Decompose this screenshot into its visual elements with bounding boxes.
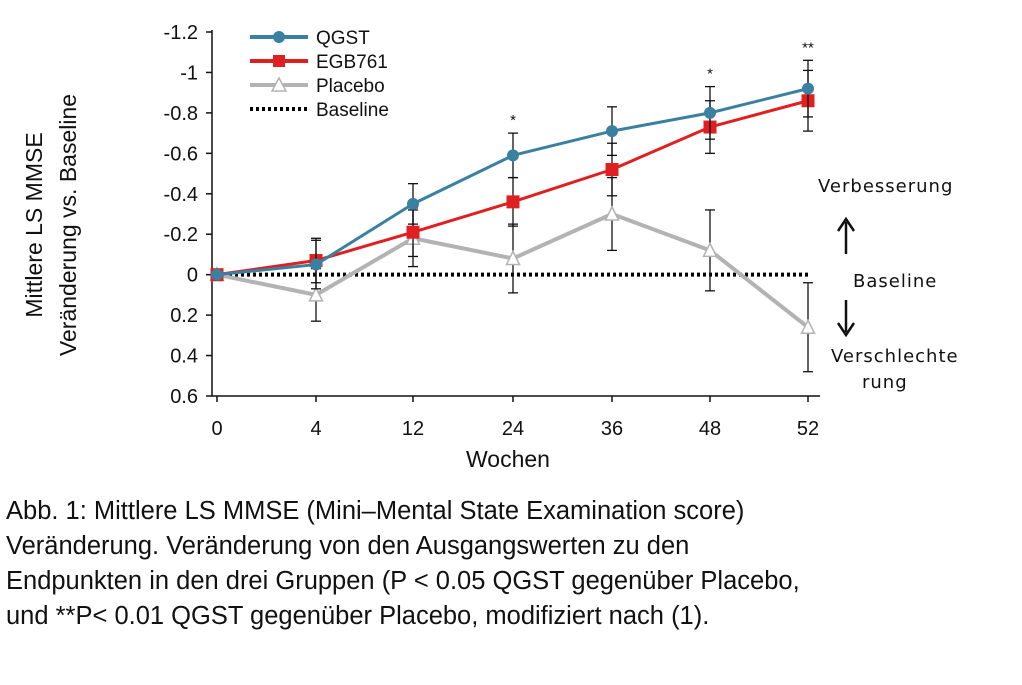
y-tick-label: 0.4	[170, 346, 198, 368]
x-tick-label: 24	[502, 418, 524, 440]
figure-caption: Abb. 1: Mittlere LS MMSE (Mini–Mental St…	[6, 494, 1016, 634]
down-arrow-icon	[836, 300, 856, 338]
data-point	[211, 268, 223, 281]
x-tick-label: 4	[310, 418, 321, 440]
significance-label: **	[802, 39, 814, 56]
legend-qgst-label: QGST	[316, 28, 370, 49]
data-point	[606, 125, 618, 138]
legend-egb761-label: EGB761	[316, 52, 388, 73]
data-point	[507, 149, 519, 162]
x-tick-labels: 0 4 12 24 36 48 52	[211, 396, 819, 440]
baseline-label: Baseline	[853, 271, 937, 292]
caption-line-3: Endpunkten in den drei Gruppen (P < 0.05…	[6, 567, 800, 595]
improvement-label: Verbesserung	[818, 176, 953, 197]
y-tick-label: -1	[180, 62, 198, 84]
mmse-line-chart: Mittlere LS MMSE Veränderung vs. Baselin…	[21, 22, 959, 472]
data-point	[407, 197, 419, 210]
y-tick-label: 0.2	[170, 305, 198, 327]
significance-label: *	[707, 66, 713, 83]
data-point	[604, 205, 620, 221]
y-tick-labels: -1.2 -1 -0.8 -0.6 -0.4 -0.2 0 0.2 0.4 0.6	[164, 22, 212, 408]
caption-line-4: und **P< 0.01 QGST gegenüber Placebo, mo…	[6, 602, 710, 630]
data-point	[800, 318, 816, 334]
series-layer	[209, 59, 816, 373]
legend-baseline-label: Baseline	[316, 100, 389, 121]
legend: QGST EGB761 Placebo Baseline	[250, 28, 389, 121]
y-tick-label: 0.6	[170, 386, 198, 408]
data-point	[802, 82, 814, 95]
data-point	[605, 163, 619, 177]
caption-line-2: Veränderung. Veränderung von den Ausgang…	[6, 532, 690, 560]
x-axis-title: Wochen	[466, 446, 550, 472]
series-qgst	[211, 59, 814, 290]
x-tick-label: 12	[402, 418, 424, 440]
y-tick-label: -0.2	[164, 224, 198, 246]
y-tick-label: -0.6	[164, 143, 198, 165]
significance-markers: ****	[510, 39, 814, 129]
x-tick-label: 36	[601, 418, 623, 440]
y-axis-title-line1: Mittlere LS MMSE	[21, 132, 47, 317]
legend-egb761-marker	[273, 55, 285, 67]
worsening-label-line1: Verschlechte	[831, 346, 959, 367]
data-point	[704, 106, 716, 119]
x-tick-label: 48	[699, 418, 721, 440]
axes	[211, 30, 820, 397]
direction-annotations: Verbesserung Baseline Verschlechte rung	[818, 176, 959, 393]
significance-label: *	[510, 112, 516, 129]
legend-placebo-label: Placebo	[316, 76, 385, 97]
y-tick-label: 0	[187, 265, 198, 287]
data-point	[702, 241, 718, 258]
up-arrow-icon	[836, 216, 856, 254]
data-point	[505, 249, 521, 266]
y-tick-label: -0.8	[164, 103, 198, 125]
data-point	[406, 225, 420, 239]
data-point	[308, 286, 324, 302]
data-point	[506, 195, 520, 209]
y-axis-title: Mittlere LS MMSE Veränderung vs. Baselin…	[21, 94, 81, 356]
data-point	[310, 258, 322, 271]
legend-qgst-marker	[273, 31, 285, 43]
x-tick-label: 52	[797, 418, 819, 440]
caption-line-1: Abb. 1: Mittlere LS MMSE (Mini–Mental St…	[6, 497, 745, 525]
legend-placebo-marker	[270, 76, 288, 92]
y-tick-label: -1.2	[164, 22, 198, 44]
x-tick-label: 0	[211, 418, 222, 440]
worsening-label-line2: rung	[862, 372, 908, 393]
y-tick-label: -0.4	[164, 184, 198, 206]
y-axis-title-line2: Veränderung vs. Baseline	[55, 94, 81, 356]
